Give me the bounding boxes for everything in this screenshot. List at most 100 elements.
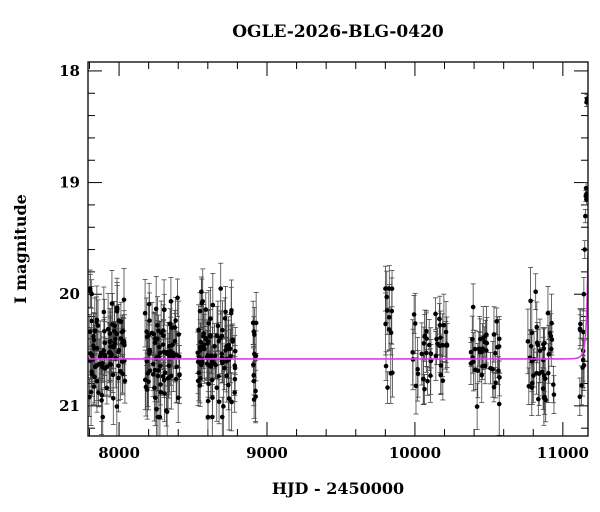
data-point <box>541 341 546 347</box>
data-point <box>168 299 174 304</box>
data-point <box>537 348 543 354</box>
data-point <box>118 336 124 341</box>
data-point <box>426 342 432 348</box>
data-point <box>150 372 156 377</box>
data-point <box>469 336 475 342</box>
data-point <box>577 327 583 333</box>
data-point <box>197 375 203 381</box>
data-point <box>219 351 225 357</box>
model-curve <box>88 254 588 360</box>
data-point <box>166 363 172 369</box>
data-point <box>216 373 221 379</box>
data-point <box>206 321 212 326</box>
data-point <box>92 328 98 334</box>
data-point <box>535 342 541 348</box>
data-point <box>252 351 257 357</box>
data-point <box>197 308 203 314</box>
data-point <box>471 359 476 365</box>
data-point <box>224 358 230 364</box>
model-curve-group <box>88 254 588 360</box>
data-point <box>147 368 153 374</box>
data-point <box>584 96 588 102</box>
data-point <box>497 375 502 380</box>
data-point <box>116 349 121 355</box>
data-point <box>102 366 108 371</box>
chart-title: OGLE-2026-BLG-0420 <box>232 22 444 42</box>
data-point <box>153 306 159 312</box>
data-point <box>97 354 103 359</box>
data-point <box>162 307 167 313</box>
data-point <box>102 354 108 360</box>
data-point <box>196 327 201 333</box>
data-point <box>172 338 178 344</box>
data-point <box>88 329 93 335</box>
data-point <box>434 336 439 342</box>
y-axis-label: I magnitude <box>11 194 30 304</box>
data-point <box>443 329 449 335</box>
data-point <box>152 340 158 346</box>
data-point <box>155 323 160 328</box>
data-point <box>166 375 172 380</box>
data-point <box>584 197 588 202</box>
data-point <box>161 377 167 383</box>
data-point <box>386 314 392 320</box>
data-point <box>542 376 548 381</box>
data-point <box>541 346 547 351</box>
data-point <box>472 346 478 352</box>
data-point <box>438 363 444 368</box>
data-point <box>424 350 429 356</box>
data-point <box>88 394 92 400</box>
data-point <box>152 367 158 373</box>
data-point <box>151 331 157 337</box>
data-point <box>580 357 586 363</box>
data-point <box>89 318 94 324</box>
data-point <box>428 351 434 357</box>
data-point <box>214 385 220 390</box>
data-point <box>214 333 220 339</box>
data-point <box>110 372 116 378</box>
data-point <box>157 350 163 356</box>
data-point <box>154 406 159 412</box>
x-axis-label: HJD - 2450000 <box>272 479 404 498</box>
data-point <box>91 334 96 339</box>
data-point <box>158 382 163 387</box>
data-point <box>440 378 446 384</box>
data-point <box>142 310 148 316</box>
data-point <box>218 286 224 291</box>
data-point <box>496 344 502 349</box>
data-point <box>232 365 238 371</box>
data-point <box>528 298 533 304</box>
data-point <box>155 373 161 379</box>
data-point <box>112 323 118 329</box>
data-point <box>390 370 395 376</box>
data-point <box>438 335 443 340</box>
data-point <box>383 321 388 327</box>
data-point <box>210 395 215 400</box>
data-point <box>119 329 125 335</box>
data-point <box>232 390 237 395</box>
data-point <box>433 353 439 359</box>
data-point <box>91 337 97 343</box>
data-point <box>160 374 166 379</box>
data-point <box>541 395 547 401</box>
data-point <box>583 185 588 191</box>
data-point <box>425 378 430 384</box>
data-point <box>165 349 170 355</box>
data-point <box>470 304 476 310</box>
data-point <box>437 316 442 322</box>
data-point <box>162 370 168 375</box>
data-point <box>413 383 419 389</box>
data-point <box>99 392 105 398</box>
data-point <box>493 350 498 356</box>
data-point <box>253 320 259 326</box>
data-point <box>491 384 497 390</box>
data-point <box>415 371 421 377</box>
data-point <box>122 342 127 348</box>
y-tick-label: 19 <box>59 174 80 192</box>
data-point <box>145 387 150 392</box>
data-point <box>201 342 207 348</box>
data-point <box>494 319 499 324</box>
data-point <box>444 343 450 348</box>
data-point <box>253 394 259 399</box>
